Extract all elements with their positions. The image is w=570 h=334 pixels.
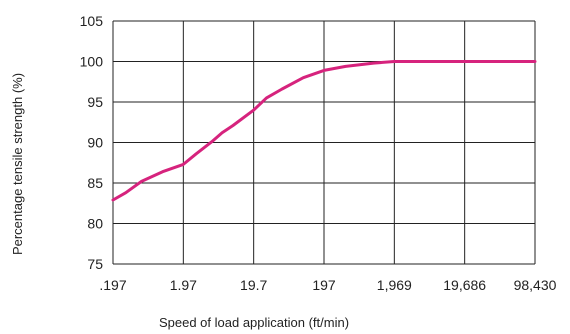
x-tick-label: 98,430 bbox=[514, 277, 557, 293]
y-tick-label: 100 bbox=[80, 54, 104, 70]
y-tick-label: 105 bbox=[80, 13, 104, 29]
y-tick-label: 95 bbox=[87, 94, 103, 110]
y-tick-label: 80 bbox=[87, 216, 103, 232]
x-tick-label: 1.97 bbox=[170, 277, 197, 293]
x-tick-label: 19.7 bbox=[240, 277, 267, 293]
y-tick-label: 85 bbox=[87, 175, 103, 191]
x-tick-label: 1,969 bbox=[377, 277, 412, 293]
grid bbox=[112, 20, 536, 265]
x-tick-label: 197 bbox=[312, 277, 336, 293]
y-tick-label: 90 bbox=[87, 135, 103, 151]
y-tick-label: 75 bbox=[87, 256, 103, 272]
x-axis-title: Speed of load application (ft/min) bbox=[159, 315, 349, 330]
x-tick-label: .197 bbox=[99, 277, 126, 293]
series-line bbox=[111, 60, 537, 202]
y-axis-title: Percentage tensile strength (%) bbox=[10, 73, 25, 255]
x-tick-label: 19,686 bbox=[443, 277, 486, 293]
tick-labels: 75 80 85 90 95 100 105 .197 1.97 19.7 197 1,969 19,6… bbox=[80, 13, 557, 293]
